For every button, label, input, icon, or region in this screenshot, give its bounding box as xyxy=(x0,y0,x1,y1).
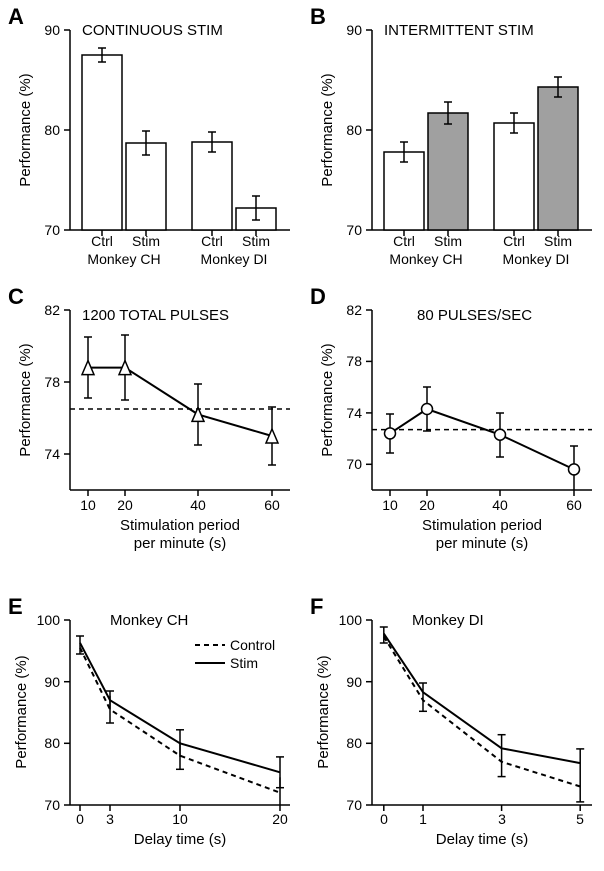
svg-text:20: 20 xyxy=(272,811,288,827)
svg-text:80: 80 xyxy=(346,122,362,138)
panel-e-legend: Control Stim xyxy=(195,637,275,671)
panel-a-ylabel: Performance (%) xyxy=(17,73,34,186)
panel-c-title: 1200 TOTAL PULSES xyxy=(82,307,229,324)
panel-f-control xyxy=(384,637,580,787)
panel-e-title: Monkey CH xyxy=(110,612,188,629)
panel-f-errorbars xyxy=(380,627,584,802)
panel-c-label: C xyxy=(8,284,24,309)
panel-c-xlabel1: Stimulation period xyxy=(120,517,240,534)
panel-e-ylabel: Performance (%) xyxy=(13,655,30,768)
svg-text:78: 78 xyxy=(44,374,60,390)
panel-a-title: CONTINUOUS STIM xyxy=(82,22,223,39)
bar-ch-ctrl xyxy=(82,55,122,230)
panel-a-plot: 70 80 90 Performance (%) CONTINUOUS STIM… xyxy=(17,22,290,267)
panel-b: B 70 80 90 Performance (%) INTERMITTENT … xyxy=(302,0,604,280)
panel-d-label: D xyxy=(310,284,326,309)
svg-text:10: 10 xyxy=(80,497,96,513)
panel-d-series xyxy=(390,409,574,469)
panel-b-label: B xyxy=(310,4,326,29)
svg-text:3: 3 xyxy=(106,811,114,827)
bar-ch-stim xyxy=(126,143,166,230)
group-di: Monkey DI xyxy=(201,251,268,267)
panel-d: D 70 74 78 82 Performance (%) 80 PULSES/… xyxy=(302,280,604,580)
svg-text:60: 60 xyxy=(566,497,582,513)
bar-b-ch-stim xyxy=(428,113,468,230)
svg-text:60: 60 xyxy=(264,497,280,513)
panel-e-label: E xyxy=(8,594,23,619)
panel-c-xlabel2: per minute (s) xyxy=(134,535,227,552)
svg-text:Monkey DI: Monkey DI xyxy=(503,251,570,267)
panel-f-plot: 70 80 90 100 Performance (%) Monkey DI 0… xyxy=(315,612,592,848)
panel-f-ylabel: Performance (%) xyxy=(315,655,332,768)
panel-e-xlabel: Delay time (s) xyxy=(134,831,227,848)
ytick-80: 80 xyxy=(44,122,60,138)
panel-c-series xyxy=(88,368,272,436)
svg-text:90: 90 xyxy=(44,674,60,690)
svg-text:10: 10 xyxy=(382,497,398,513)
svg-text:40: 40 xyxy=(492,497,508,513)
svg-text:0: 0 xyxy=(76,811,84,827)
panel-c-errorbars xyxy=(84,335,276,465)
panel-e: E 70 80 90 100 Performance (%) Monkey CH… xyxy=(0,590,302,871)
panel-e-plot: 70 80 90 100 Performance (%) Monkey CH 0… xyxy=(13,612,290,848)
ytick-90: 90 xyxy=(44,22,60,38)
svg-text:90: 90 xyxy=(346,674,362,690)
panel-a-label: A xyxy=(8,4,24,29)
svg-text:20: 20 xyxy=(419,497,435,513)
svg-text:40: 40 xyxy=(190,497,206,513)
svg-text:100: 100 xyxy=(37,612,61,628)
svg-text:10: 10 xyxy=(172,811,188,827)
panel-d-xlabel2: per minute (s) xyxy=(436,535,529,552)
panel-d-plot: 70 74 78 82 Performance (%) 80 PULSES/SE… xyxy=(319,302,592,552)
panel-f-xlabel: Delay time (s) xyxy=(436,831,529,848)
panel-c-plot: 74 78 82 Performance (%) 1200 TOTAL PULS… xyxy=(17,302,290,552)
svg-text:78: 78 xyxy=(346,353,362,369)
svg-text:80: 80 xyxy=(346,735,362,751)
svg-text:5: 5 xyxy=(576,811,584,827)
panel-f: F 70 80 90 100 Performance (%) Monkey DI… xyxy=(302,590,604,871)
svg-text:82: 82 xyxy=(346,302,362,318)
panel-b-title: INTERMITTENT STIM xyxy=(384,22,534,39)
svg-text:74: 74 xyxy=(346,405,362,421)
panel-d-errorbars xyxy=(386,387,578,490)
panel-d-xlabel1: Stimulation period xyxy=(422,517,542,534)
svg-text:Stim: Stim xyxy=(230,655,258,671)
svg-text:70: 70 xyxy=(44,797,60,813)
panel-b-ylabel: Performance (%) xyxy=(319,73,336,186)
bar-di-ctrl xyxy=(192,142,232,230)
svg-text:1: 1 xyxy=(419,811,427,827)
panel-d-markers xyxy=(385,404,580,475)
svg-text:90: 90 xyxy=(346,22,362,38)
svg-text:0: 0 xyxy=(380,811,388,827)
bar-b-ch-ctrl xyxy=(384,152,424,230)
panel-a: A 70 80 90 Performance (%) CONTINUOUS ST… xyxy=(0,0,302,280)
panel-c-ylabel: Performance (%) xyxy=(17,343,34,456)
svg-text:Control: Control xyxy=(230,637,275,653)
panel-d-ylabel: Performance (%) xyxy=(319,343,336,456)
svg-text:100: 100 xyxy=(339,612,363,628)
panel-d-title: 80 PULSES/SEC xyxy=(417,307,532,324)
panel-b-plot: 70 80 90 Performance (%) INTERMITTENT ST… xyxy=(319,22,592,267)
svg-text:70: 70 xyxy=(346,456,362,472)
panel-f-label: F xyxy=(310,594,323,619)
group-ch: Monkey CH xyxy=(87,251,160,267)
svg-text:70: 70 xyxy=(346,222,362,238)
svg-text:70: 70 xyxy=(346,797,362,813)
panel-f-title: Monkey DI xyxy=(412,612,484,629)
svg-text:3: 3 xyxy=(498,811,506,827)
svg-text:20: 20 xyxy=(117,497,133,513)
panel-c: C 74 78 82 Performance (%) 1200 TOTAL PU… xyxy=(0,280,302,580)
svg-text:74: 74 xyxy=(44,446,60,462)
bar-b-di-ctrl xyxy=(494,123,534,230)
ytick-70: 70 xyxy=(44,222,60,238)
svg-text:80: 80 xyxy=(44,735,60,751)
panel-f-stim xyxy=(384,634,580,764)
svg-text:Monkey CH: Monkey CH xyxy=(389,251,462,267)
bar-b-di-stim xyxy=(538,87,578,230)
svg-text:82: 82 xyxy=(44,302,60,318)
